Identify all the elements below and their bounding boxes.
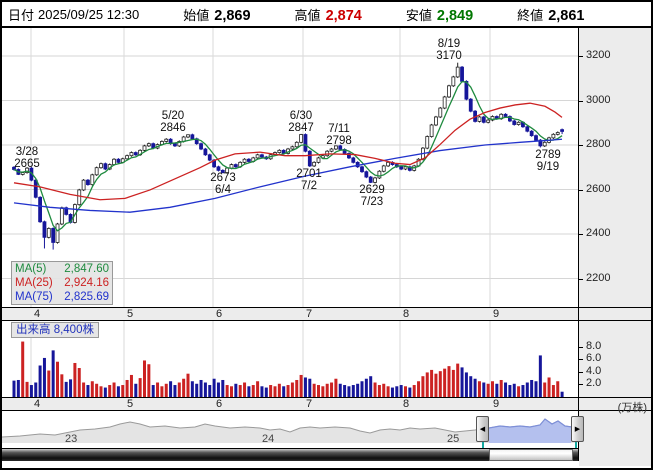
svg-text:25: 25 <box>447 433 459 445</box>
volume-tick <box>579 346 583 348</box>
price-tick <box>579 189 583 191</box>
selection-start-tick <box>482 442 484 448</box>
month-label: 6 <box>216 308 223 320</box>
low-label: 安値 <box>405 7 432 23</box>
price-axis: 3200 3000 2800 2600 2400 2200 <box>579 28 651 307</box>
legend-ma25-label: MA(25) <box>15 277 53 289</box>
ma-legend: MA(5) 2,847.60 MA(25) 2,924.16 MA(75) 2,… <box>11 261 113 305</box>
open-label: 始値 <box>183 7 210 23</box>
horizontal-scrollbar[interactable] <box>2 449 578 461</box>
volume-unit-label: (万株) <box>617 402 647 414</box>
price-tick <box>579 100 583 102</box>
month-label: 4 <box>34 398 41 410</box>
volume-tick-label: 4.0 <box>586 364 602 377</box>
price-tick-label: 2400 <box>586 227 611 239</box>
month-label: 5 <box>127 398 134 410</box>
open-field: 始値 2,869 <box>183 5 250 24</box>
month-label: 8 <box>403 398 410 410</box>
price-tick <box>579 145 583 146</box>
header-open-value: 2,869 <box>214 7 251 24</box>
date-label: 日付 <box>8 7 35 23</box>
axis-separator <box>578 28 579 461</box>
selection-end-tick <box>575 442 577 448</box>
right-axis-strip <box>579 28 651 466</box>
close-label: 終値 <box>517 7 544 23</box>
month-axis-bottom: 4 5 6 7 8 9 <box>2 397 651 411</box>
low-field: 安値 2,849 <box>406 5 473 24</box>
legend-ma75-value: 2,825.69 <box>64 291 109 303</box>
close-field: 終値 2,861 <box>517 5 584 24</box>
volume-axis: 8.0 6.0 4.0 2.0 <box>579 321 651 397</box>
volume-tick <box>579 384 583 386</box>
volume-panel: 出来高 8,400株 <box>2 321 578 397</box>
month-label: 6 <box>216 398 223 410</box>
volume-tick-label: 6.0 <box>586 352 602 365</box>
price-tick <box>579 56 583 57</box>
high-field: 高値 2,874 <box>295 5 362 24</box>
navigator-left-button[interactable]: ◀ <box>476 416 489 442</box>
month-label: 8 <box>403 308 410 320</box>
svg-text:23: 23 <box>65 433 77 445</box>
volume-tick-label: 8.0 <box>586 339 602 352</box>
legend-ma25-value: 2,924.16 <box>64 277 109 289</box>
month-axis-top: 4 5 6 7 8 9 <box>2 307 651 321</box>
price-tick-label: 2800 <box>586 138 611 150</box>
date-value: 2025/09/25 12:30 <box>38 6 140 22</box>
price-tick <box>579 278 583 280</box>
month-label: 7 <box>306 398 313 410</box>
month-label: 9 <box>493 308 500 320</box>
legend-row-ma5: MA(5) 2,847.60 <box>12 262 112 276</box>
ohlc-header: 日付 2025/09/25 12:30 始値 2,869 高値 2,874 安値… <box>2 2 651 28</box>
legend-row-ma25: MA(25) 2,924.16 <box>12 276 112 290</box>
price-tick-label: 2600 <box>586 182 611 195</box>
scrollbar-thumb[interactable] <box>489 449 573 461</box>
price-tick-label: 2200 <box>586 271 611 284</box>
price-tick-label: 3200 <box>586 49 611 61</box>
header-low-value: 2,849 <box>436 7 474 24</box>
legend-ma5-label: MA(5) <box>15 263 47 275</box>
navigator-right-button[interactable]: ▶ <box>571 416 584 442</box>
month-label: 9 <box>493 398 500 410</box>
price-chart-panel: 3/28 2665 5/20 2846 2673 6/4 6/30 2847 7/11 2798 2… <box>2 28 578 307</box>
candlestick-chart <box>2 28 578 307</box>
month-label: 4 <box>34 308 41 320</box>
legend-ma75-label: MA(75) <box>15 291 53 303</box>
header-high-value: 2,874 <box>325 7 362 24</box>
right-arrow-icon: ▶ <box>574 426 581 433</box>
header-close-value: 2,861 <box>548 7 585 24</box>
volume-tick <box>579 359 583 361</box>
month-label: 7 <box>306 308 313 320</box>
navigator-area-chart: 23 24 25 <box>2 418 578 445</box>
price-tick <box>579 234 583 235</box>
high-label: 高値 <box>294 7 321 23</box>
legend-ma5-value: 2,847.60 <box>64 263 109 275</box>
month-label: 5 <box>127 308 134 320</box>
navigator-selection[interactable] <box>489 411 571 448</box>
volume-tick-label: 2.0 <box>586 377 602 390</box>
volume-label: 出来高 8,400株 <box>11 322 99 338</box>
left-arrow-icon: ◀ <box>479 426 486 433</box>
svg-text:24: 24 <box>262 433 274 445</box>
legend-row-ma75: MA(75) 2,825.69 <box>12 290 112 304</box>
volume-tick <box>579 371 583 373</box>
price-tick-label: 3000 <box>586 93 611 106</box>
